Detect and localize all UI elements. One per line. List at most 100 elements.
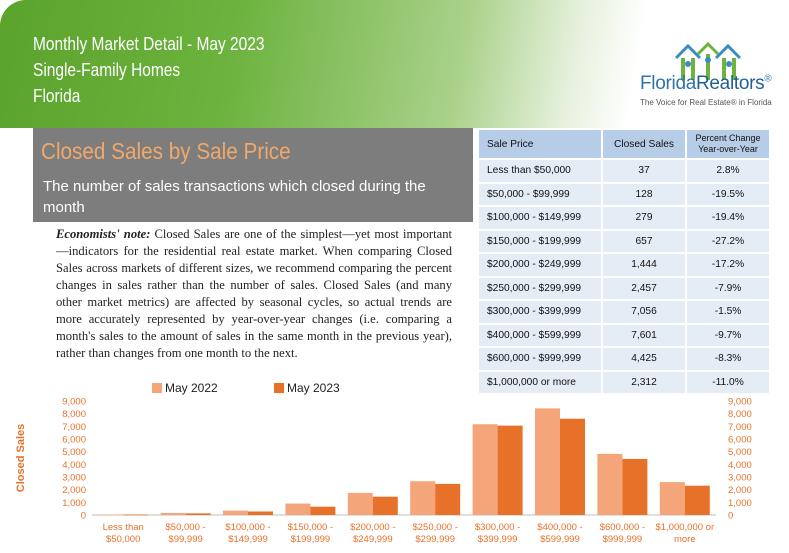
x-category-label: $399,999 bbox=[478, 534, 518, 545]
percent-change-cell: -1.5% bbox=[687, 301, 769, 323]
x-category-label: $600,000 - bbox=[600, 522, 645, 533]
closed-sales-cell: 128 bbox=[603, 183, 685, 205]
x-category-label: Less than bbox=[103, 522, 144, 533]
table-row: $100,000 - $149,999 279 -19.4% bbox=[479, 207, 769, 229]
bar-may-2022 bbox=[347, 492, 373, 515]
bar-may-2022 bbox=[472, 424, 498, 515]
closed-sales-cell: 1,444 bbox=[603, 254, 685, 276]
y-tick-label-left: 9,000 bbox=[62, 397, 86, 408]
x-category-label: $400,000 - bbox=[537, 522, 582, 533]
y-tick-label-left: 2,000 bbox=[62, 485, 86, 496]
y-tick-label-left: 5,000 bbox=[62, 447, 86, 458]
x-category-label: $299,999 bbox=[415, 534, 455, 545]
closed-sales-cell: 657 bbox=[603, 230, 685, 252]
percent-change-cell: -8.3% bbox=[687, 348, 769, 370]
legend-swatch bbox=[274, 383, 284, 393]
houses-logo-icon bbox=[674, 41, 742, 80]
y-tick-label-right: 5,000 bbox=[728, 447, 752, 458]
price-range-cell: $600,000 - $999,999 bbox=[479, 348, 601, 370]
bar-may-2023 bbox=[372, 496, 398, 515]
x-category-label: $50,000 bbox=[106, 534, 140, 545]
bar-may-2022 bbox=[597, 453, 623, 515]
x-category-label: $149,999 bbox=[228, 534, 268, 545]
bar-may-2023 bbox=[622, 458, 648, 515]
y-tick-label-right: 8,000 bbox=[728, 409, 752, 420]
section-title-box: Closed Sales by Sale Price The number of… bbox=[33, 128, 473, 222]
y-tick-label-left: 0 bbox=[81, 511, 86, 522]
table-header-row: Sale Price Closed Sales Percent Change Y… bbox=[479, 130, 769, 158]
price-range-cell: $100,000 - $149,999 bbox=[479, 207, 601, 229]
percent-change-cell: -9.7% bbox=[687, 324, 769, 346]
header-banner: Monthly Market Detail - May 2023 Single-… bbox=[0, 0, 789, 128]
bar-may-2022 bbox=[285, 503, 311, 515]
bar-may-2022 bbox=[223, 510, 248, 515]
bar-may-2023 bbox=[123, 514, 149, 516]
x-category-label: $200,000 - bbox=[350, 522, 395, 533]
x-category-label: $250,000 - bbox=[412, 522, 457, 533]
table-row: $200,000 - $249,999 1,444 -17.2% bbox=[479, 254, 769, 276]
price-range-cell: $400,000 - $599,999 bbox=[479, 324, 601, 346]
table-row: Less than $50,000 37 2.8% bbox=[479, 160, 769, 182]
closed-sales-cell: 7,056 bbox=[603, 301, 685, 323]
bar-may-2023 bbox=[560, 418, 585, 515]
table-row: $400,000 - $599,999 7,601 -9.7% bbox=[479, 324, 769, 346]
y-tick-label-left: 8,000 bbox=[62, 409, 86, 420]
bar-may-2023 bbox=[248, 511, 273, 515]
column-header-percent-change: Percent Change Year-over-Year bbox=[687, 130, 769, 158]
closed-sales-chart: 0 0 1,000 1,000 2,000 2,000 3,000 3,000 4,000 4,0… bbox=[0, 378, 789, 553]
y-tick-label-left: 1,000 bbox=[62, 498, 86, 509]
report-title: Monthly Market Detail - May 2023 bbox=[33, 34, 265, 54]
price-range-cell: $50,000 - $99,999 bbox=[479, 183, 601, 205]
section-heading: Closed Sales by Sale Price bbox=[41, 138, 291, 164]
x-category-label: $50,000 - bbox=[166, 522, 206, 533]
property-type: Single-Family Homes bbox=[33, 60, 181, 80]
table-row: $600,000 - $999,999 4,425 -8.3% bbox=[479, 348, 769, 370]
closed-sales-table: Sale Price Closed Sales Percent Change Y… bbox=[477, 128, 771, 395]
percent-change-cell: 2.8% bbox=[687, 160, 769, 182]
price-range-cell: $1,000,000 or more bbox=[479, 371, 601, 393]
y-tick-label-right: 0 bbox=[728, 511, 733, 522]
y-tick-label-right: 7,000 bbox=[728, 422, 752, 433]
x-category-label: $100,000 - bbox=[225, 522, 270, 533]
x-category-label: $999,999 bbox=[603, 534, 643, 545]
logo-wordmark: FloridaRealtors® bbox=[640, 73, 772, 94]
x-category-label: $99,999 bbox=[168, 534, 202, 545]
bar-may-2022 bbox=[160, 512, 186, 515]
percent-change-cell: -11.0% bbox=[687, 371, 769, 393]
x-category-label: more bbox=[674, 534, 696, 545]
y-tick-label-left: 4,000 bbox=[62, 460, 86, 471]
price-range-cell: $250,000 - $299,999 bbox=[479, 277, 601, 299]
bar-may-2023 bbox=[435, 483, 461, 515]
table-row: $150,000 - $199,999 657 -27.2% bbox=[479, 230, 769, 252]
section-subtitle: The number of sales transactions which c… bbox=[43, 178, 426, 216]
x-category-label: $150,000 - bbox=[288, 522, 333, 533]
price-range-cell: $150,000 - $199,999 bbox=[479, 230, 601, 252]
legend-label: May 2023 bbox=[287, 381, 340, 395]
price-range-cell: $300,000 - $399,999 bbox=[479, 301, 601, 323]
x-category-label: $1,000,000 or bbox=[655, 522, 714, 533]
y-tick-label-right: 2,000 bbox=[728, 485, 752, 496]
percent-change-cell: -19.5% bbox=[687, 183, 769, 205]
y-tick-label-right: 1,000 bbox=[728, 498, 752, 509]
table-row: $250,000 - $299,999 2,457 -7.9% bbox=[479, 277, 769, 299]
y-tick-label-left: 6,000 bbox=[62, 435, 86, 446]
legend-swatch bbox=[152, 383, 162, 393]
y-tick-label-left: 3,000 bbox=[62, 473, 86, 484]
bar-may-2023 bbox=[684, 485, 710, 515]
table-row: $1,000,000 or more 2,312 -11.0% bbox=[479, 371, 769, 393]
closed-sales-cell: 7,601 bbox=[603, 324, 685, 346]
column-header-closed-sales: Closed Sales bbox=[603, 130, 685, 158]
closed-sales-cell: 4,425 bbox=[603, 348, 685, 370]
bar-may-2022 bbox=[535, 408, 560, 515]
bar-may-2023 bbox=[185, 513, 211, 515]
x-category-label: $300,000 - bbox=[475, 522, 520, 533]
x-category-label: $249,999 bbox=[353, 534, 393, 545]
y-axis-title: Closed Sales bbox=[15, 424, 27, 492]
closed-sales-cell: 2,312 bbox=[603, 371, 685, 393]
y-tick-label-right: 6,000 bbox=[728, 435, 752, 446]
economists-note: Economists' note: Closed Sales are one o… bbox=[56, 226, 452, 362]
note-lead: Economists' note: bbox=[56, 227, 151, 241]
percent-change-cell: -17.2% bbox=[687, 254, 769, 276]
note-body: Closed Sales are one of the simplest—yet… bbox=[56, 227, 452, 360]
percent-change-cell: -27.2% bbox=[687, 230, 769, 252]
